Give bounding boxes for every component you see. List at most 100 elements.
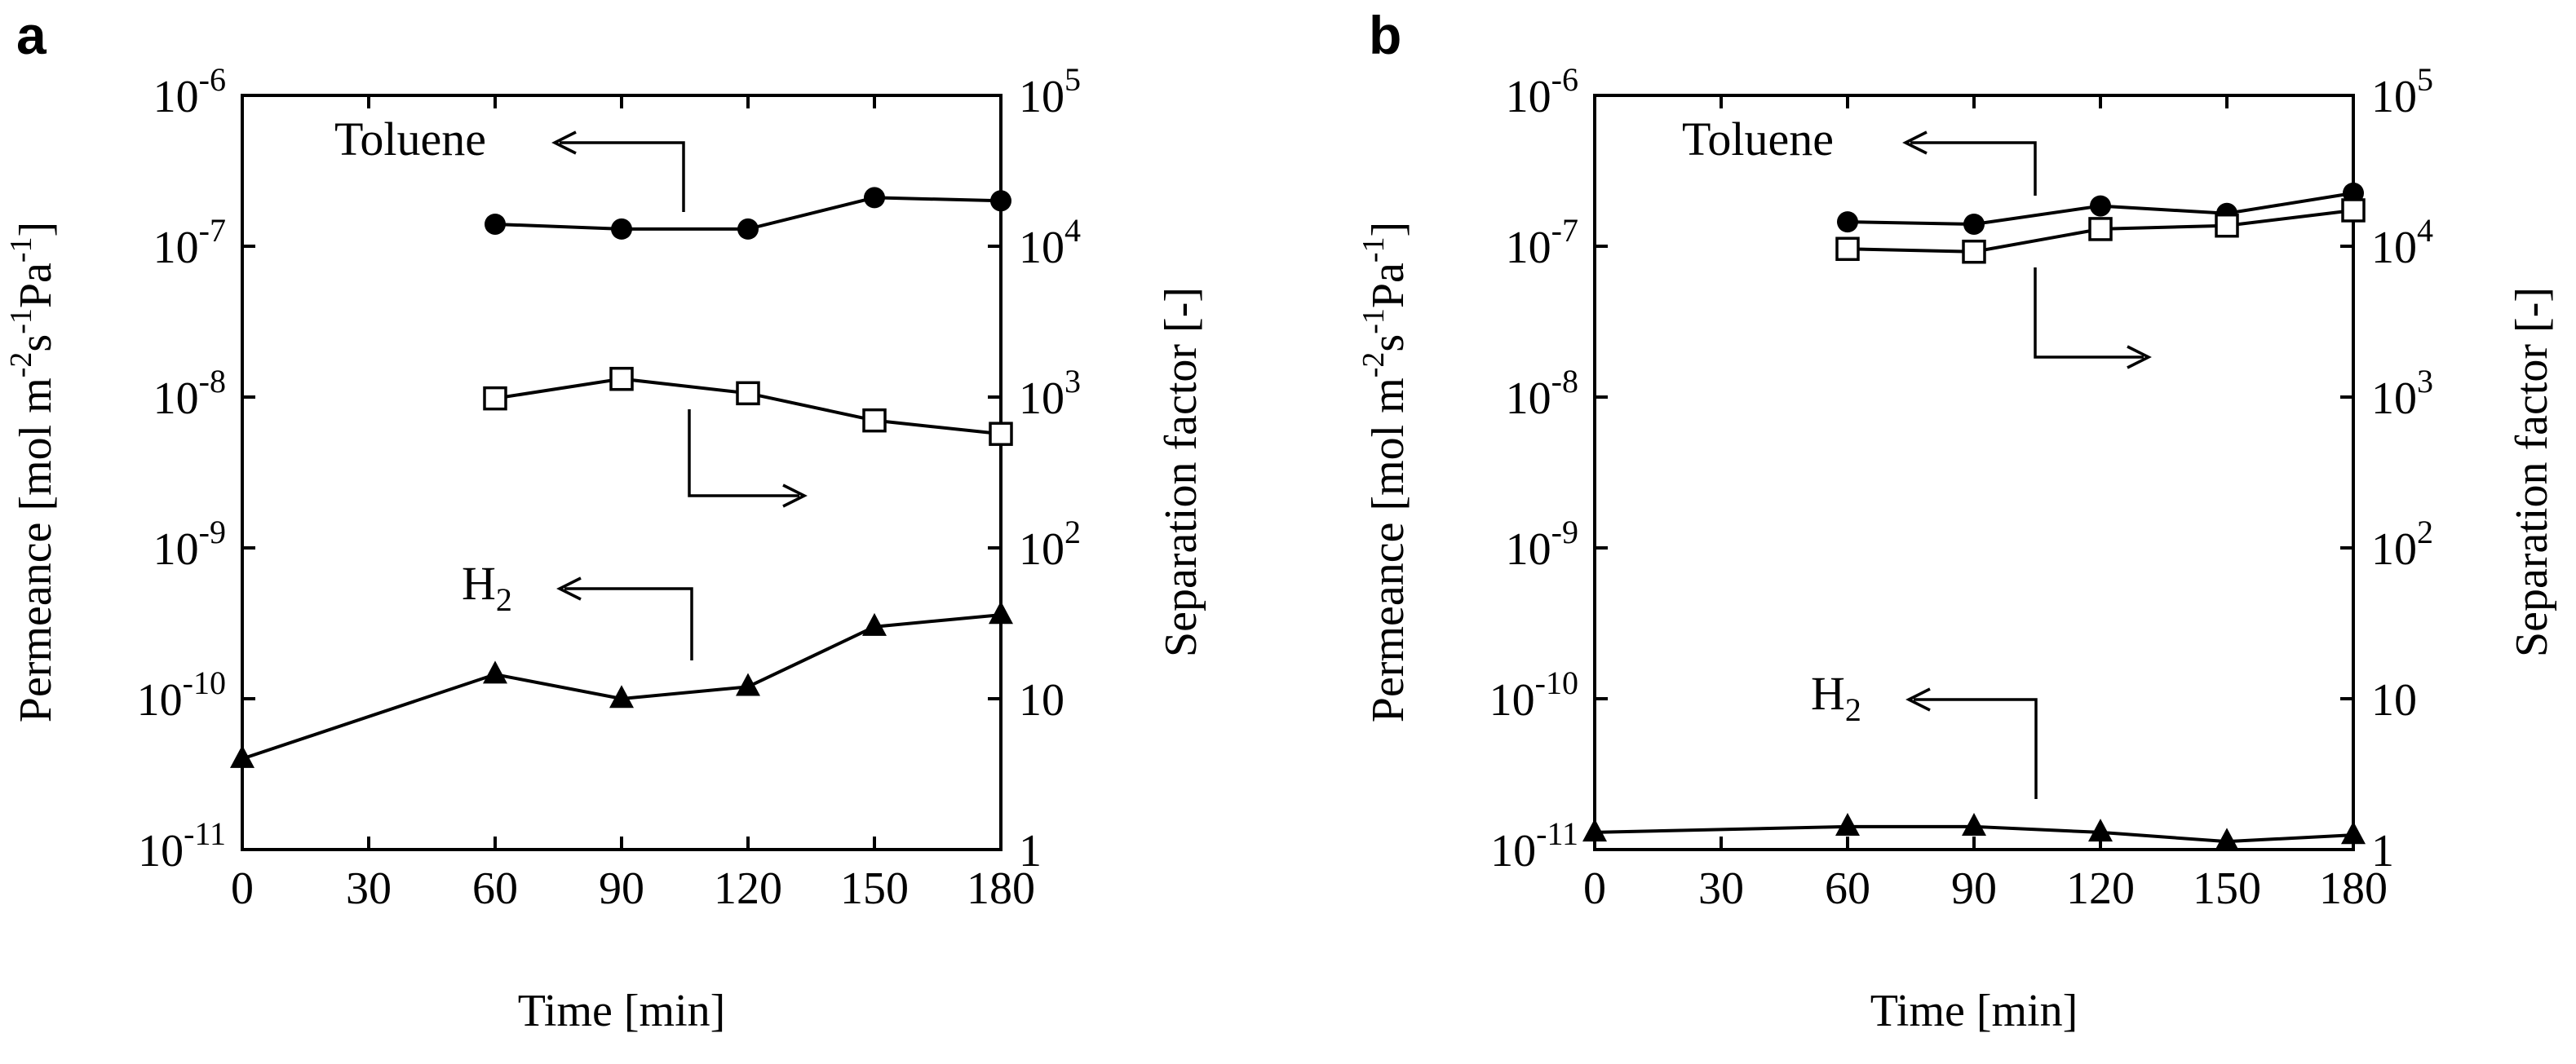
h2-point [736, 673, 760, 696]
panel-b-x-axis-title: Time [min] [1870, 986, 2078, 1036]
panel-a-separation-arrowhead [782, 483, 808, 508]
toluene-point [1963, 213, 1985, 235]
panel-b-right-tick-labels: 1 10 102 103 104 105 [2371, 61, 2433, 876]
panel-b-separation-arrowhead [2127, 345, 2152, 369]
h2-point [2341, 821, 2366, 845]
panel-b-h2-label: H2 [1811, 667, 1861, 728]
x-tick-label: 0 [231, 863, 254, 914]
separation-factor-point [609, 366, 634, 391]
h2-point [483, 660, 507, 684]
x-tick-label: 30 [346, 863, 392, 914]
panel-a-h2-label: H2 [462, 557, 512, 618]
separation-factor-point [2088, 217, 2113, 241]
separation-factor-point [483, 386, 507, 411]
panel-a: a 0 30 60 90 120 150 180 10-1110-1010-910-810-… [4, 5, 1206, 1036]
y-tick-label-right: 103 [2371, 363, 2433, 424]
x-tick-label: 150 [840, 863, 909, 914]
panel-a-ticks [241, 94, 1003, 851]
panel-b-plot-frame [1593, 94, 2355, 851]
panel-a-toluene-label: Toluene [334, 113, 486, 166]
y-tick-label-right: 1 [2371, 826, 2394, 876]
y-tick-label-left: 10-9 [153, 514, 226, 575]
panel-a-series [230, 187, 1013, 768]
panel-b-separation-arrow [2034, 267, 2144, 359]
x-tick-label: 90 [1951, 863, 1997, 914]
y-tick-label-left: 10-9 [1506, 514, 1578, 575]
x-tick-label: 120 [714, 863, 782, 914]
panel-b-h2-arrowhead [1905, 687, 1931, 712]
panel-b-left-axis-title: Permeance [mol m-2s-1Pa-1] [1357, 222, 1414, 722]
y-tick-label-left: 10-8 [1506, 363, 1578, 424]
panel-b-x-tick-labels: 0 30 60 90 120 150 180 [1583, 863, 2388, 914]
panel-a-left-axis-title: Permeance [mol m-2s-1Pa-1] [4, 222, 61, 722]
panel-a-toluene-arrow [560, 141, 685, 212]
y-tick-label-left: 10-11 [1490, 815, 1578, 876]
y-tick-label-right: 1 [1019, 826, 1042, 876]
panel-a-plot-frame [241, 94, 1003, 851]
h2-point [1835, 813, 1860, 837]
separation-factor-point [736, 381, 760, 406]
panel-a-left-tick-labels: 10-11 10-10 10-9 10-8 10-7 10-6 [137, 61, 226, 876]
y-tick-label-right: 105 [2371, 61, 2433, 122]
panel-b-toluene-label: Toluene [1682, 113, 1834, 166]
h2-point [989, 601, 1013, 625]
h2-point [862, 612, 887, 636]
panel-a-right-axis-title: Separation factor [-] [1156, 287, 1206, 657]
panel-a-h2-arrow [564, 587, 693, 660]
x-tick-label: 120 [2066, 863, 2135, 914]
x-tick-label: 0 [1583, 863, 1606, 914]
h2-point [609, 685, 634, 709]
y-tick-label-right: 103 [1019, 363, 1081, 424]
h2-point [2215, 828, 2239, 851]
panel-a-label: a [16, 5, 47, 65]
panel-b-ticks [1593, 94, 2355, 851]
panel-a-x-axis-title: Time [min] [518, 986, 726, 1036]
panel-a-right-tick-labels: 1 10 102 103 104 105 [1019, 61, 1081, 876]
panel-a-separation-arrow [688, 409, 799, 497]
panel-a-h2-arrowhead [556, 576, 582, 601]
y-tick-label-right: 10 [1019, 675, 1064, 726]
panel-b-toluene-arrow [1910, 141, 2037, 196]
panel-a-x-tick-labels: 0 30 60 90 120 150 180 [231, 863, 1035, 914]
h2-point [1962, 813, 1986, 837]
h2-point [2088, 819, 2113, 842]
y-tick-label-right: 10 [2371, 675, 2417, 726]
y-tick-label-left: 10-7 [1506, 212, 1578, 273]
x-tick-label: 60 [472, 863, 518, 914]
x-tick-label: 180 [2319, 863, 2388, 914]
panel-b-right-axis-title: Separation factor [-] [2507, 287, 2557, 657]
x-tick-label: 180 [967, 863, 1035, 914]
toluene-point [611, 218, 632, 240]
y-tick-label-left: 10-11 [138, 815, 226, 876]
h2-line [241, 613, 1002, 761]
toluene-point [737, 218, 759, 240]
toluene-point [990, 190, 1011, 212]
panel-b-label: b [1369, 5, 1401, 65]
panel-b-left-tick-labels: 10-11 10-10 10-9 10-8 10-7 10-6 [1489, 61, 1578, 876]
h2-line [1594, 824, 2354, 844]
toluene-point [2090, 195, 2111, 217]
y-tick-label-left: 10-8 [153, 363, 226, 424]
toluene-point [1837, 211, 1858, 233]
y-tick-label-left: 10-6 [153, 61, 226, 122]
separation-factor-point [862, 408, 887, 433]
toluene-point [864, 187, 885, 209]
h2-point [230, 744, 255, 768]
panel-b: b 0 30 60 90 120 150 180 10-1110-1010-910-810-… [1357, 5, 2557, 1036]
y-tick-label-right: 104 [2371, 212, 2433, 273]
panel-b-h2-arrow [1914, 698, 2038, 799]
y-tick-label-left: 10-10 [1489, 664, 1578, 726]
y-tick-label-left: 10-6 [1506, 61, 1578, 122]
separation-factor-point [1835, 236, 1860, 262]
panel-a-toluene-arrowhead [551, 130, 577, 155]
y-tick-label-right: 102 [1019, 514, 1081, 575]
panel-b-toluene-arrowhead [1902, 130, 1928, 155]
toluene-point [485, 213, 506, 235]
x-tick-label: 60 [1825, 863, 1870, 914]
separation-factor-point [989, 422, 1013, 446]
separation-factor-point [2341, 198, 2366, 223]
panel-b-series [1582, 182, 2366, 851]
separation-factor-point [2215, 213, 2239, 238]
y-tick-label-right: 102 [2371, 514, 2433, 575]
